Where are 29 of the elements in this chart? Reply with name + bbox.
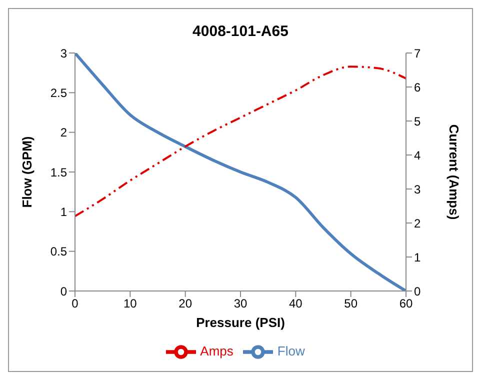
y2-tick-label: 0: [414, 284, 421, 298]
y-tick-label: 2.5: [50, 86, 68, 100]
x-tick-label: 40: [288, 296, 303, 311]
legend-label: Flow: [277, 343, 305, 358]
y2-tick-label: 3: [414, 182, 421, 196]
y-tick-label: 0.5: [50, 244, 68, 259]
chart-title: 4008-101-A65: [192, 22, 290, 42]
line-series: [75, 66, 406, 218]
x-tick-label: 10: [123, 296, 138, 311]
y2-tick-label: 6: [414, 80, 421, 94]
x-tick-label: 50: [344, 296, 358, 311]
y2-tick-label: 2: [414, 216, 421, 230]
y2-axis-title: Current (Amps): [446, 124, 462, 220]
y-tick-label: 0: [60, 284, 68, 298]
y2-tick-label: 1: [414, 250, 421, 264]
legend-label: Amps: [200, 343, 234, 358]
y-tick-label: 1.5: [50, 165, 68, 180]
x-tick-label: 30: [234, 296, 248, 311]
y2-tick-label: 5: [414, 114, 421, 128]
x-tick-label: 60: [399, 296, 413, 311]
x-tick-label: 20: [178, 296, 192, 311]
y2-tick-label: 4: [414, 148, 421, 162]
y-axis-title: Flow (GPM): [20, 136, 35, 208]
y-tick-label: 3: [60, 46, 68, 60]
y-tick-label: 2: [60, 126, 68, 140]
x-tick-label: 0: [72, 296, 79, 311]
y2-tick-label: 7: [414, 46, 421, 60]
x-axis-title: Pressure (PSI): [196, 315, 285, 330]
y-tick-label: 1: [60, 204, 68, 219]
